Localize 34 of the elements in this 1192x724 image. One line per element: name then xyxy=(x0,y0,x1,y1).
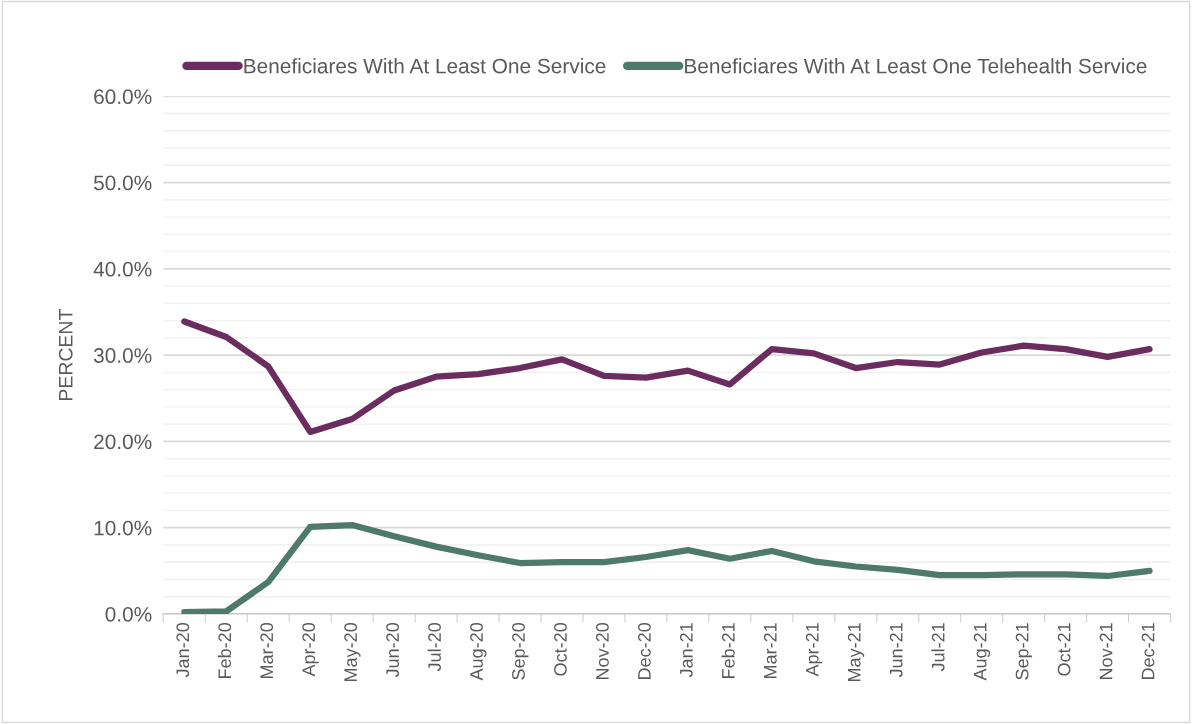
x-tick-label: Apr-20 xyxy=(302,622,319,677)
x-tick-label: Dec-20 xyxy=(638,622,651,680)
x-tick-label: Jul-20 xyxy=(427,622,441,672)
y-tick-label: 10.0% xyxy=(94,520,152,536)
x-tick-label: Aug-21 xyxy=(973,623,991,681)
y-tick-label: 20.0% xyxy=(94,434,152,450)
x-tick-label: Jun-21 xyxy=(889,623,903,678)
x-tick-label: Nov-21 xyxy=(1099,623,1113,680)
y-tick-label: 50.0% xyxy=(93,175,152,191)
y-tick-label: 60.0% xyxy=(94,89,152,105)
x-tick-label: Apr-21 xyxy=(805,623,823,677)
x-tick-label: Sep-21 xyxy=(1015,623,1033,680)
x-tick-label: Aug-20 xyxy=(470,622,487,681)
x-tick-label: Dec-21 xyxy=(1141,623,1155,680)
x-tick-label: Mar-20 xyxy=(260,622,274,678)
legend-label: Beneficiares With At Least One Service xyxy=(244,58,606,74)
x-tick-label: Oct-20 xyxy=(554,622,567,676)
x-tick-label: Jan-20 xyxy=(176,622,190,678)
legend-label: Beneficiares With At Least One Telehealth Service xyxy=(685,58,1147,74)
x-tick-label: Jan-21 xyxy=(679,623,693,678)
x-tick-label: Feb-21 xyxy=(721,623,735,679)
x-tick-label: Mar-21 xyxy=(763,623,777,678)
x-tick-label: May-21 xyxy=(847,623,865,682)
x-tick-label: Feb-20 xyxy=(217,622,232,679)
y-tick-label: 40.0% xyxy=(93,261,152,277)
x-tick-label: May-20 xyxy=(344,622,361,682)
y-axis-title: PERCENT xyxy=(58,309,73,400)
x-tick-label: Jul-21 xyxy=(931,623,945,672)
x-tick-label: Nov-20 xyxy=(596,622,609,680)
y-tick-label: 0.0% xyxy=(105,606,152,622)
y-tick-label: 30.0% xyxy=(93,348,152,363)
x-tick-label: Jun-20 xyxy=(386,622,399,678)
x-tick-label: Sep-20 xyxy=(512,622,529,680)
x-tick-label: Oct-21 xyxy=(1057,623,1071,676)
